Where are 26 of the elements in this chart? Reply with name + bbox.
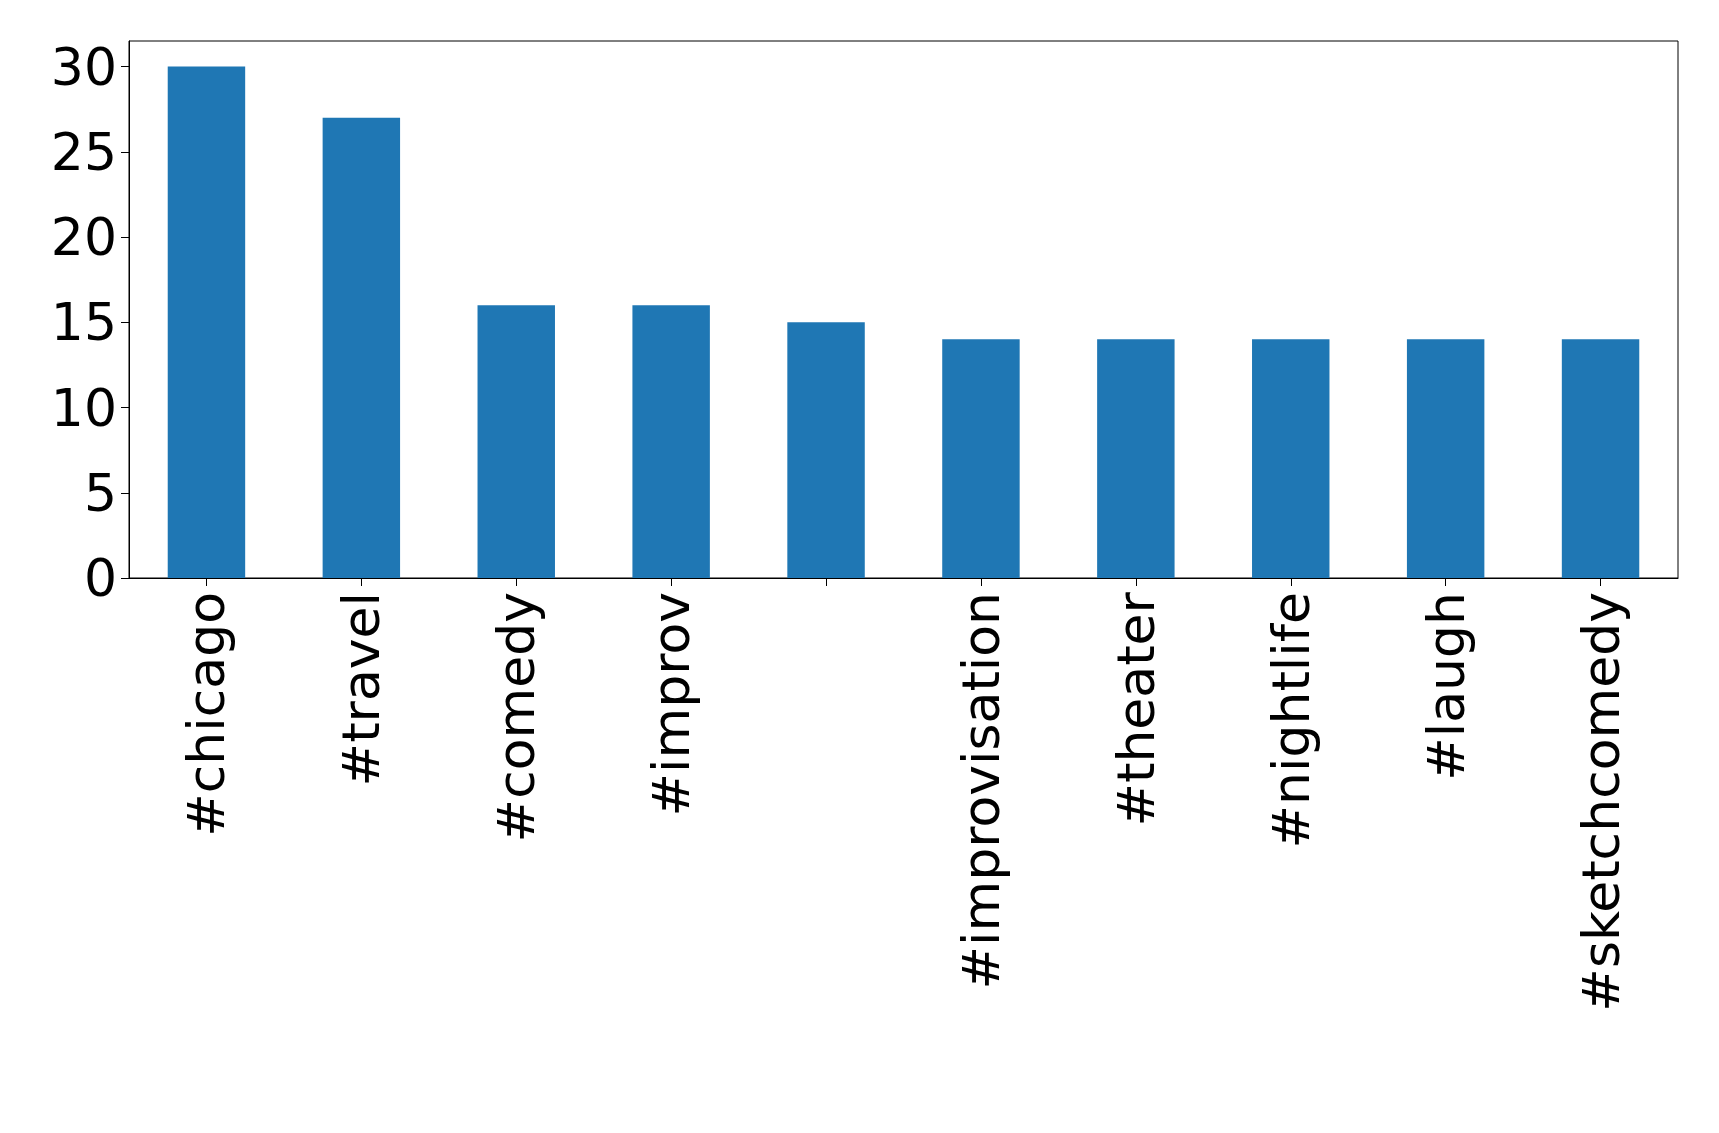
x-tick-label: #laugh xyxy=(1415,592,1476,781)
x-tick-label: #travel xyxy=(331,592,392,787)
x-tick-label: #sketchcomedy xyxy=(1570,592,1631,1012)
y-tick-label: 10 xyxy=(50,377,117,438)
x-tick-label: #comedy xyxy=(486,592,547,843)
y-tick-label: 20 xyxy=(50,207,117,268)
bar xyxy=(322,117,401,578)
bar xyxy=(632,305,710,578)
y-tick-label: 15 xyxy=(50,292,117,353)
x-tick-label: #improv xyxy=(641,592,702,817)
bar xyxy=(942,339,1020,578)
y-tick-label: 0 xyxy=(83,548,117,608)
bar xyxy=(1406,339,1485,578)
bar xyxy=(787,322,865,578)
y-tick-label: 25 xyxy=(50,121,117,182)
bar xyxy=(1561,339,1640,578)
x-tick-label: #nightlife xyxy=(1260,592,1321,849)
bar xyxy=(477,305,555,578)
bar xyxy=(1097,339,1175,578)
x-tick-label: #improvisation xyxy=(950,592,1011,990)
bar xyxy=(1252,339,1330,578)
x-tick-label: #theater xyxy=(1105,591,1166,827)
x-tick-label: #chicago xyxy=(176,592,237,837)
y-tick-label: 5 xyxy=(83,462,117,523)
y-tick-label: 30 xyxy=(50,36,117,97)
bar xyxy=(167,66,246,578)
